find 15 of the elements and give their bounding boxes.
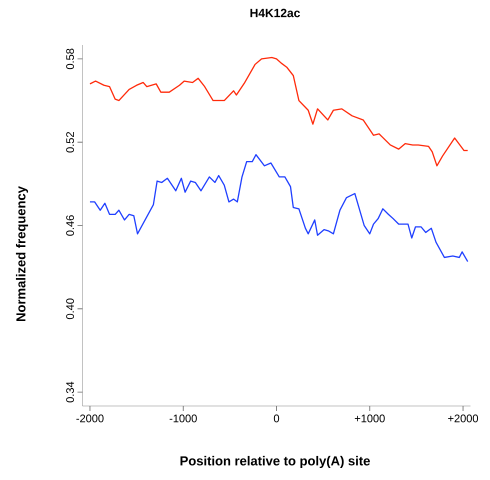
x-axis-title: Position relative to poly(A) site: [180, 456, 370, 468]
x-tick-label: -1000: [170, 414, 197, 422]
line-series: [89, 154, 468, 262]
line-series: [89, 56, 468, 166]
y-tick-label: 0.52: [66, 132, 74, 152]
y-tick-label: 0.46: [66, 215, 74, 236]
y-tick-label: 0.40: [66, 298, 74, 320]
x-tick-label: +2000: [448, 414, 478, 422]
x-tick-label: +1000: [354, 414, 385, 422]
y-tick-label: 0.58: [66, 48, 74, 70]
x-tick-label: 0: [274, 414, 280, 422]
y-axis-title: Normalized frequency: [16, 186, 28, 322]
chart-title: H4K12ac: [250, 8, 300, 18]
x-tick-label: -2000: [76, 414, 104, 422]
y-tick-label: 0.34: [66, 382, 74, 402]
